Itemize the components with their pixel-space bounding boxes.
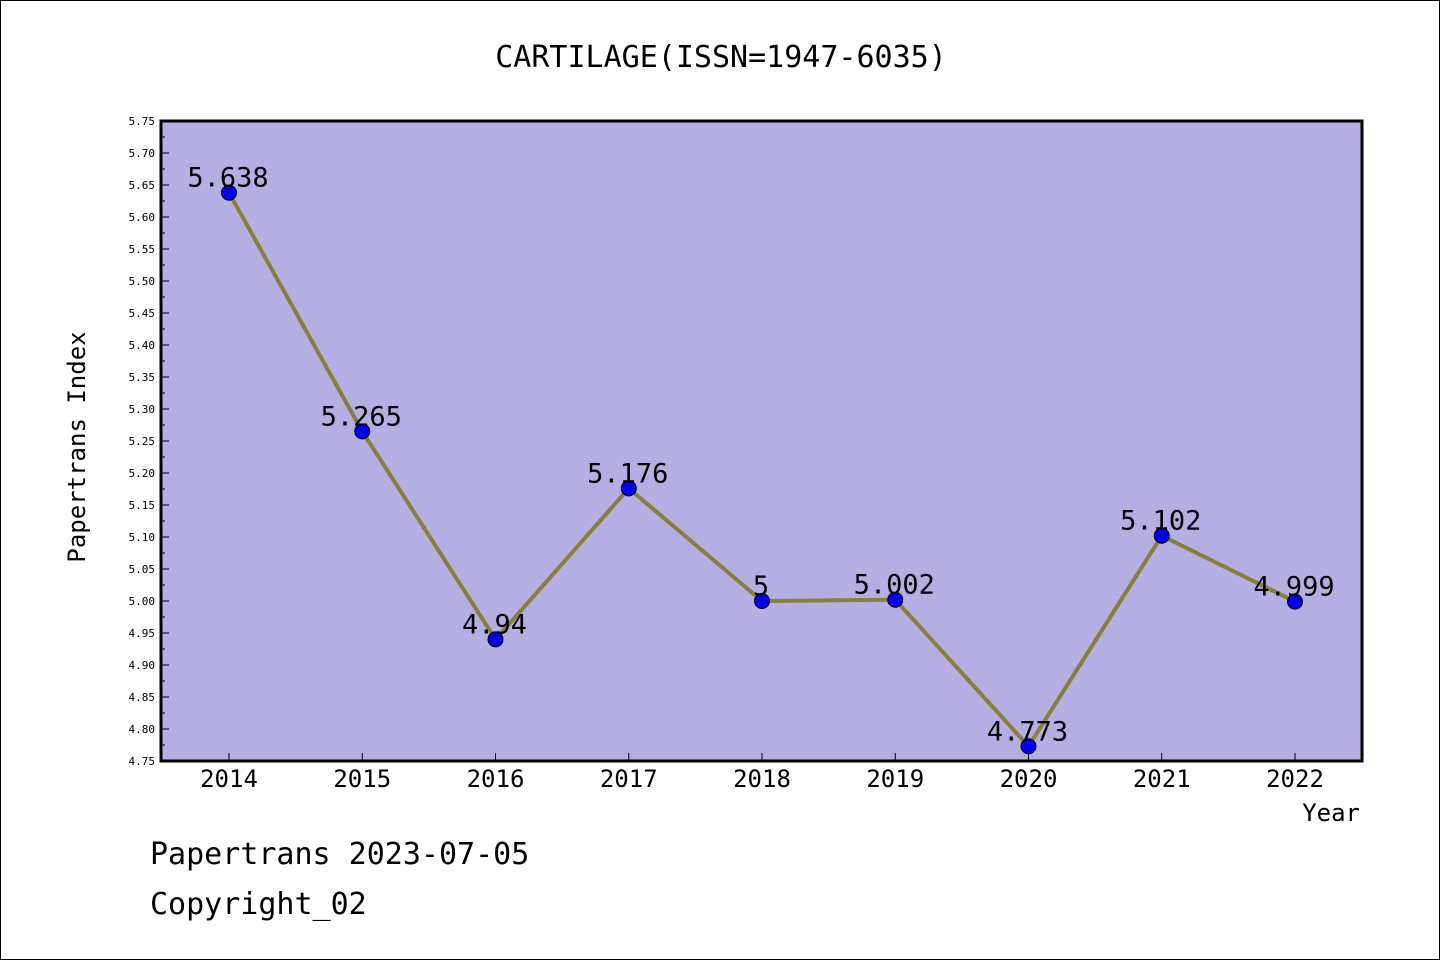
data-point (1020, 738, 1037, 755)
y-tick-label: 5.45 (129, 307, 156, 320)
y-axis-title: Papertrans Index (63, 331, 91, 562)
data-label: 4.94 (462, 609, 527, 640)
y-tick-label: 4.90 (129, 659, 156, 672)
chart-title: CARTILAGE(ISSN=1947-6035) (495, 40, 947, 75)
y-axis-ticks: 4.75 4.80 4.85 4.90 4.95 5.00 5.05 5.10 5.15 5.20… (129, 115, 169, 768)
y-tick-label: 5.50 (129, 275, 156, 288)
data-label: 5 (753, 571, 769, 602)
y-tick-label: 4.85 (129, 691, 156, 704)
data-point (620, 480, 637, 497)
y-tick-label: 5.25 (129, 435, 156, 448)
y-tick-label: 5.20 (129, 467, 156, 480)
data-label: 5.638 (187, 163, 268, 194)
series-group (221, 184, 1303, 755)
y-tick-label: 5.00 (129, 595, 156, 608)
x-tick-label: 2018 (733, 765, 791, 793)
y-tick-label: 5.60 (129, 211, 156, 224)
x-tick-label: 2016 (467, 765, 525, 793)
y-tick-label: 4.95 (129, 627, 156, 640)
data-point (1287, 593, 1303, 610)
x-tick-label: 2017 (600, 765, 658, 793)
data-point (221, 184, 237, 201)
data-point (754, 593, 770, 609)
x-axis-ticks: 2014 2015 2016 2017 2018 2019 2020 2021 2022 (200, 753, 1324, 793)
data-point (887, 591, 904, 608)
y-tick-label: 5.65 (129, 179, 156, 192)
y-tick-label: 4.75 (129, 755, 156, 768)
data-point (354, 423, 371, 440)
data-label: 5.265 (321, 401, 402, 432)
x-tick-label: 2021 (1133, 765, 1191, 793)
y-tick-label: 5.55 (129, 243, 156, 256)
x-tick-label: 2015 (333, 765, 391, 793)
footer-date: Papertrans 2023-07-05 (150, 837, 529, 872)
x-tick-label: 2019 (866, 765, 924, 793)
y-tick-label: 5.40 (129, 339, 156, 352)
y-tick-label: 5.35 (129, 371, 156, 384)
x-axis-title: Year (1302, 799, 1360, 827)
data-point (487, 631, 504, 648)
y-tick-label: 5.10 (129, 531, 156, 544)
data-label: 5.176 (587, 458, 668, 489)
footer-copyright: Copyright_02 (150, 887, 367, 922)
y-tick-label: 4.80 (129, 723, 156, 736)
data-label: 4.999 (1253, 572, 1334, 603)
y-tick-label: 5.70 (129, 147, 156, 160)
y-tick-label: 5.15 (129, 499, 156, 512)
x-tick-label: 2014 (200, 765, 258, 793)
x-tick-label: 2022 (1266, 765, 1324, 793)
data-label: 4.773 (987, 716, 1068, 747)
data-labels: 5.638 5.265 4.94 5.176 5 5.002 4.773 5.102 4.999 (187, 163, 1334, 748)
data-label: 5.002 (854, 570, 935, 601)
x-tick-label: 2020 (1000, 765, 1058, 793)
y-tick-label: 5.75 (129, 115, 156, 128)
plot-area (159, 119, 1364, 763)
data-point (1153, 527, 1170, 544)
y-tick-label: 5.05 (129, 563, 156, 576)
data-label: 5.102 (1120, 506, 1201, 537)
y-tick-label: 5.30 (129, 403, 156, 416)
